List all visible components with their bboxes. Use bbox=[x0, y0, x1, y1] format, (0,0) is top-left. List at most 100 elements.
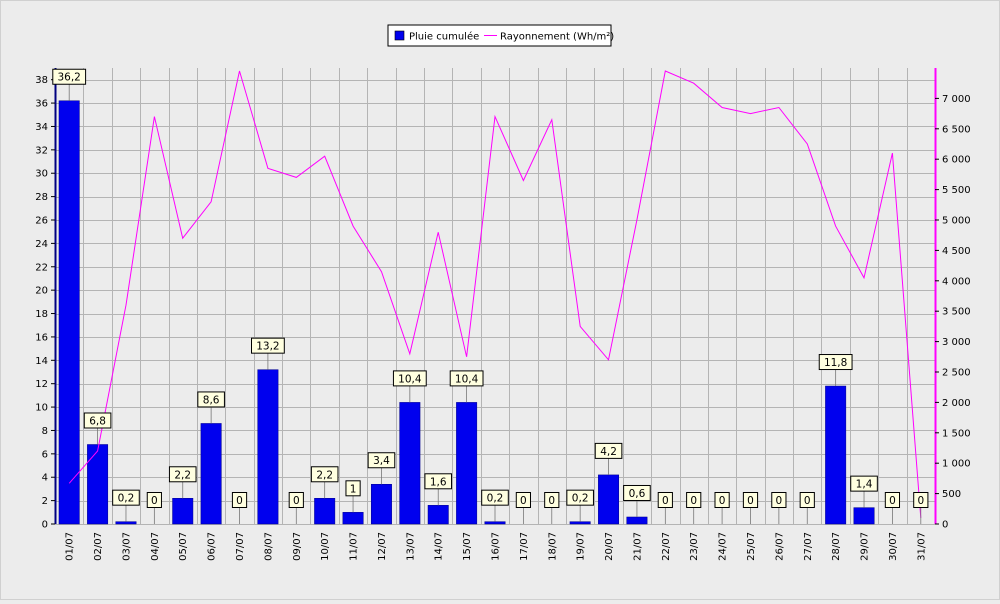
plot-area bbox=[55, 68, 935, 524]
x-axis-tick-labels: 01/07 02/07 03/07 04/07 05/07 06/07 07/07 08/07… bbox=[65, 532, 928, 561]
right-axis-tick-label: 3 500 bbox=[942, 307, 971, 318]
left-axis-tick-label: 26 bbox=[35, 216, 48, 227]
left-axis-tick-label: 12 bbox=[35, 379, 48, 390]
left-axis-tick-label: 32 bbox=[35, 145, 48, 156]
x-axis-tick-label: 21/07 bbox=[632, 532, 643, 561]
line-series bbox=[68, 70, 922, 518]
right-axis-tick-label: 0 bbox=[942, 520, 948, 531]
data-label-box bbox=[714, 492, 730, 508]
left-axis-tick-label: 16 bbox=[35, 332, 48, 343]
bar bbox=[427, 505, 449, 525]
data-label-box bbox=[818, 354, 853, 371]
bar bbox=[314, 498, 336, 525]
left-axis-tick-label: 6 bbox=[42, 449, 48, 460]
data-label-box bbox=[850, 475, 878, 492]
bar-data-label: 0,6 bbox=[623, 484, 651, 517]
x-axis-tick-label: 12/07 bbox=[377, 532, 388, 561]
bar bbox=[598, 474, 620, 525]
x-axis-tick-label: 05/07 bbox=[178, 532, 189, 561]
x-axis-tick-label: 16/07 bbox=[491, 532, 502, 561]
data-label-box bbox=[481, 489, 509, 506]
data-label-text: 1,6 bbox=[430, 476, 447, 488]
data-label-text: 1 bbox=[350, 483, 357, 495]
data-label-text: 0 bbox=[548, 495, 555, 507]
data-label-text: 0,2 bbox=[487, 493, 504, 505]
data-label-box bbox=[686, 492, 702, 508]
bar bbox=[825, 385, 847, 525]
right-axis: 0 500 1 000 1 500 2 000 2 500 3 000 3 500 4 000 4… bbox=[934, 68, 971, 531]
data-label-text: 0 bbox=[776, 495, 783, 507]
x-axis-tick-label: 06/07 bbox=[207, 532, 218, 561]
grid-horizontal bbox=[55, 80, 935, 525]
bar-data-label: 0 bbox=[771, 492, 787, 524]
data-label-text: 6,8 bbox=[89, 415, 106, 427]
bar-data-label: 3,4 bbox=[367, 452, 396, 485]
left-axis-tick-label: 10 bbox=[35, 403, 48, 414]
bar-data-label: 8,6 bbox=[197, 391, 225, 424]
bar-data-label: 0 bbox=[913, 492, 929, 524]
data-label-box bbox=[449, 370, 484, 387]
data-label-box bbox=[742, 492, 759, 508]
x-axis-tick-label: 01/07 bbox=[65, 532, 76, 561]
x-axis-tick-label: 18/07 bbox=[547, 532, 558, 561]
x-axis-tick-label: 09/07 bbox=[292, 532, 303, 561]
right-axis-tick-label: 6 500 bbox=[942, 124, 971, 135]
data-label-text: 11,8 bbox=[824, 357, 847, 369]
x-axis-tick-label: 14/07 bbox=[434, 532, 445, 561]
data-label-text: 0 bbox=[293, 495, 300, 507]
x-axis-tick-label: 11/07 bbox=[349, 532, 360, 561]
data-label-text: 10,4 bbox=[398, 373, 422, 385]
x-axis-tick-label: 25/07 bbox=[746, 532, 757, 561]
data-label-box bbox=[424, 473, 453, 490]
x-axis-tick-label: 15/07 bbox=[462, 532, 473, 561]
left-axis-tick-label: 38 bbox=[35, 75, 48, 86]
bar-data-label: 0 bbox=[884, 492, 901, 524]
radiation-line bbox=[68, 70, 922, 518]
bar bbox=[853, 507, 875, 525]
bar bbox=[58, 100, 80, 525]
x-axis-tick-label: 19/07 bbox=[576, 532, 587, 561]
data-label-text: 0 bbox=[520, 495, 527, 507]
x-axis-tick-label: 30/07 bbox=[888, 532, 899, 561]
right-axis-tick-label: 4 000 bbox=[942, 276, 971, 287]
left-axis-tick-label: 14 bbox=[35, 356, 48, 367]
data-label-text: 2,2 bbox=[316, 469, 333, 481]
data-label-box bbox=[251, 337, 285, 354]
left-axis-tick-label: 36 bbox=[35, 99, 48, 110]
data-label-box bbox=[657, 492, 673, 508]
bar-data-label: 2,2 bbox=[168, 466, 197, 499]
bar-data-label: 10,4 bbox=[392, 370, 427, 403]
bar bbox=[484, 521, 506, 525]
left-axis-tick-label: 24 bbox=[35, 239, 48, 250]
data-label-text: 0 bbox=[690, 495, 697, 507]
legend-bar-swatch bbox=[394, 30, 405, 41]
legend: Pluie cumulée Rayonnement (Wh/m²) bbox=[387, 24, 614, 47]
data-label-box bbox=[168, 466, 197, 483]
data-label-text: 0 bbox=[151, 495, 158, 507]
legend-line-label: Rayonnement (Wh/m²) bbox=[500, 32, 614, 43]
bar bbox=[399, 402, 421, 525]
bar-data-label: 0 bbox=[515, 492, 531, 524]
right-axis-tick-label: 2 500 bbox=[942, 368, 971, 379]
right-axis-tick-label: 7 000 bbox=[942, 94, 971, 105]
bar-data-label: 6,8 bbox=[83, 412, 112, 445]
bar bbox=[172, 498, 194, 525]
data-label-box bbox=[913, 492, 929, 508]
data-label-box bbox=[544, 492, 560, 508]
data-label-text: 36,2 bbox=[57, 72, 80, 84]
data-label-box bbox=[231, 492, 248, 508]
data-label-box bbox=[112, 489, 140, 506]
data-label-box bbox=[52, 68, 87, 85]
bar-data-label: 2,2 bbox=[310, 466, 339, 499]
bar bbox=[370, 483, 392, 525]
bar-data-label: 0 bbox=[799, 492, 815, 524]
data-label-box bbox=[367, 452, 396, 469]
data-label-text: 4,2 bbox=[600, 446, 617, 458]
bar-data-labels: 36,2 6,8 0,2 0 2,2 8,6 0 13,2 0 2,2 1 3,4 10,4 1,6 10,… bbox=[52, 68, 929, 524]
bar-data-label: 0 bbox=[657, 492, 673, 524]
bar-data-label: 0,2 bbox=[112, 489, 140, 522]
bar-data-label: 0 bbox=[288, 492, 304, 524]
